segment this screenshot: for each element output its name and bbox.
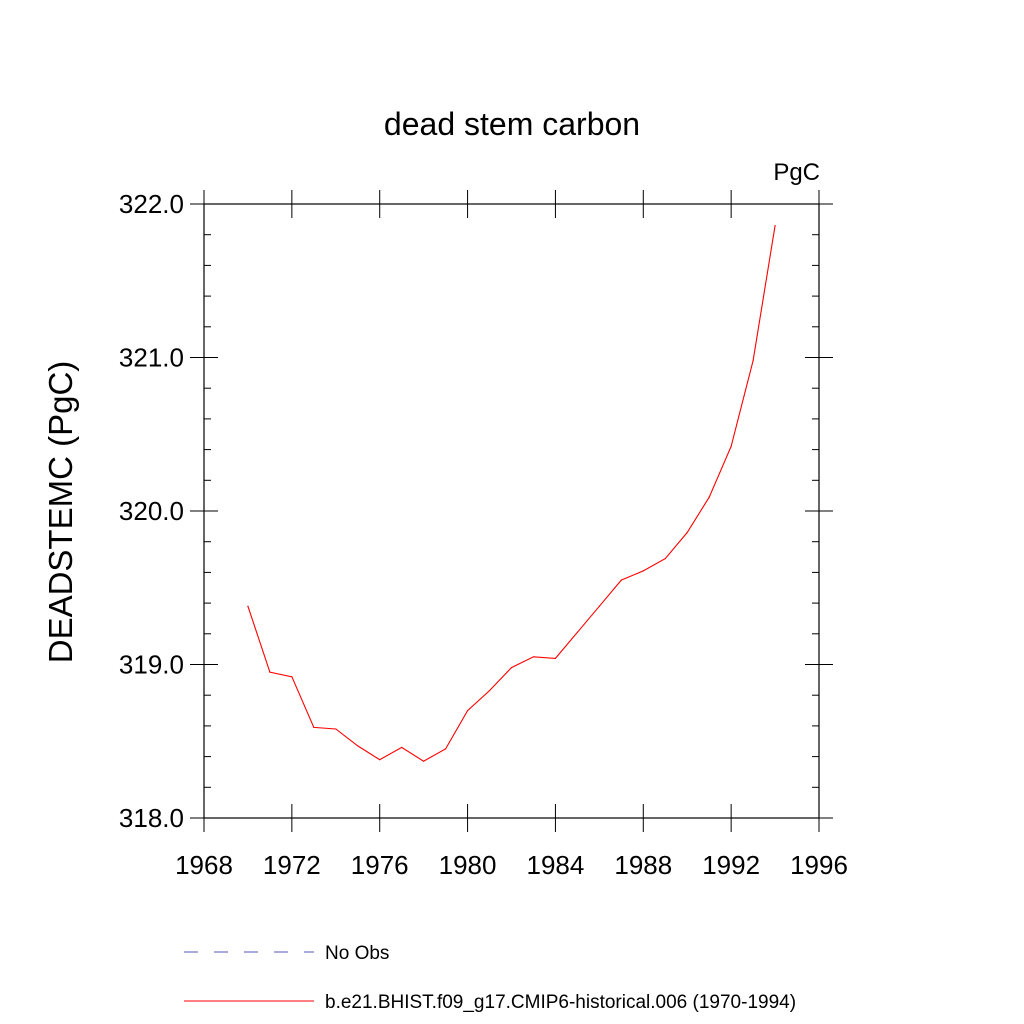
series-layer	[247, 224, 776, 762]
y-axis-label: DEADSTEMC (PgC)	[42, 361, 79, 664]
x-tick-label: 1980	[439, 850, 497, 880]
data-point	[335, 728, 337, 730]
data-point	[664, 557, 666, 560]
data-point	[379, 759, 381, 761]
x-tick-label: 1972	[263, 850, 321, 880]
data-point	[642, 570, 644, 572]
data-point	[576, 631, 578, 633]
y-axis: 318.0 319.0 320.0 321.0 322.0	[119, 189, 833, 833]
data-point	[686, 531, 688, 534]
data-point	[598, 605, 600, 607]
legend-label-no-obs: No Obs	[325, 943, 389, 964]
data-point	[291, 676, 293, 678]
data-point	[247, 605, 249, 607]
units-label: PgC	[773, 159, 820, 186]
y-tick-label: 321.0	[119, 343, 184, 373]
data-point	[774, 224, 776, 227]
x-tick-label: 1968	[175, 850, 233, 880]
data-point	[401, 746, 403, 748]
y-tick-label: 318.0	[119, 803, 184, 833]
data-point	[423, 760, 425, 762]
data-point	[488, 689, 491, 692]
y-tick-label: 319.0	[119, 650, 184, 680]
data-point	[730, 445, 732, 448]
data-point	[752, 359, 754, 362]
series-line	[247, 225, 776, 762]
plot-frame	[203, 203, 820, 819]
x-tick-label: 1992	[702, 850, 760, 880]
x-tick-label: 1976	[351, 850, 409, 880]
data-point	[445, 748, 447, 750]
y-tick-label: 322.0	[119, 189, 184, 219]
chart-title: dead stem carbon	[384, 106, 640, 142]
data-point	[313, 726, 315, 729]
data-point	[554, 657, 557, 659]
x-tick-label: 1996	[790, 850, 848, 880]
data-point	[269, 671, 271, 673]
data-point	[620, 579, 622, 581]
x-axis: 1968 1972 1976 1980 1984 1988 1992 1996	[175, 190, 848, 880]
x-tick-label: 1988	[614, 850, 672, 880]
data-point	[708, 496, 710, 498]
legend: No Obs b.e21.BHIST.f09_g17.CMIP6-histori…	[184, 943, 796, 1013]
data-point	[466, 709, 469, 712]
data-point	[532, 656, 535, 658]
x-tick-label: 1984	[527, 850, 585, 880]
data-point	[510, 666, 513, 669]
legend-label-model-run: b.e21.BHIST.f09_g17.CMIP6-historical.006…	[325, 992, 796, 1013]
y-tick-label: 320.0	[119, 496, 184, 526]
data-point	[357, 745, 359, 747]
